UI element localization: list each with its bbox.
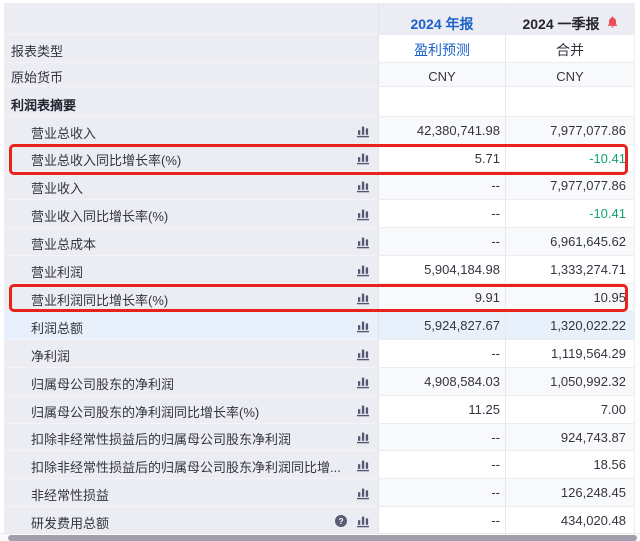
svg-text:?: ? bbox=[338, 515, 343, 525]
